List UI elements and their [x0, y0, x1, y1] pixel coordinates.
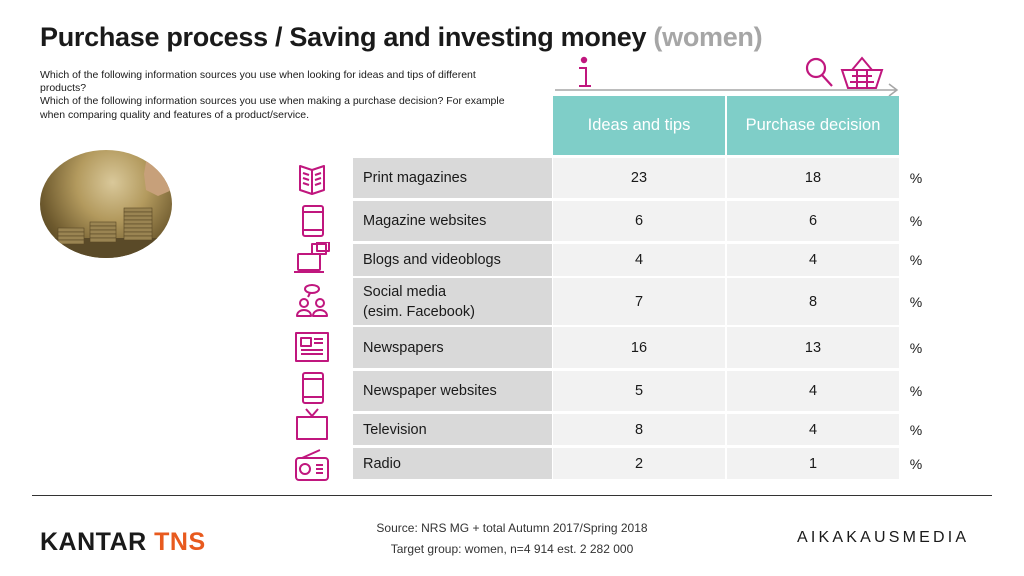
- value-decision: 13: [727, 327, 899, 368]
- question-line-1: Which of the following information sourc…: [40, 69, 476, 95]
- value-decision: 8: [727, 278, 899, 325]
- value-ideas: 6: [553, 201, 725, 241]
- unit-label: %: [909, 383, 923, 399]
- value-decision: 18: [727, 158, 899, 198]
- question-text: Which of the following information sourc…: [40, 69, 510, 122]
- unit-label: %: [909, 455, 923, 472]
- value-ideas: 16: [553, 327, 725, 368]
- header-icons: [570, 54, 890, 94]
- kantar-tns-logo: KANTAR TNS: [40, 528, 206, 556]
- value-decision: 6: [727, 201, 899, 241]
- info-icon: [579, 56, 591, 87]
- process-arrow: [553, 80, 901, 100]
- people-chat-icon: [292, 283, 332, 319]
- unit-label: %: [909, 213, 923, 229]
- unit-label: %: [909, 252, 923, 268]
- row-label: Television: [353, 414, 552, 445]
- unit-label: %: [909, 339, 923, 356]
- page-title-sub: (women): [653, 22, 763, 52]
- basket-icon: [840, 56, 884, 89]
- value-ideas: 8: [553, 414, 725, 445]
- value-decision: 4: [727, 371, 899, 411]
- magnifier-icon: [805, 57, 833, 87]
- source-note: Source: NRS MG + total Autumn 2017/Sprin…: [352, 518, 672, 560]
- aikakausmedia-logo: AIKAKAUSMEDIA: [797, 529, 970, 546]
- row-label: Newspapers: [353, 327, 552, 368]
- source-line: Source: NRS MG + total Autumn 2017/Sprin…: [376, 521, 648, 535]
- newspaper-icon: [292, 329, 332, 365]
- value-ideas: 7: [553, 278, 725, 325]
- target-group-line: Target group: women, n=4 914 est. 2 282 …: [390, 542, 634, 556]
- row-label: Magazine websites: [353, 201, 552, 241]
- value-decision: 4: [727, 244, 899, 276]
- column-header-decision: Purchase decision: [727, 96, 899, 155]
- page-title: Purchase process / Saving and investing …: [40, 22, 763, 52]
- column-header-ideas: Ideas and tips: [553, 96, 725, 155]
- tv-icon: [292, 407, 332, 443]
- value-ideas: 2: [553, 448, 725, 479]
- tablet-icon: [292, 203, 332, 239]
- value-ideas: 5: [553, 371, 725, 411]
- laptop-icon: [292, 241, 332, 278]
- unit-label: %: [909, 170, 923, 186]
- value-decision: 4: [727, 414, 899, 445]
- value-ideas: 23: [553, 158, 725, 198]
- question-line-2: Which of the following information sourc…: [40, 95, 505, 121]
- row-label: Social media (esim. Facebook): [353, 278, 552, 325]
- footer-divider: [32, 495, 992, 496]
- coins-photo: [40, 150, 172, 258]
- tablet-icon: [292, 370, 332, 406]
- row-label: Radio: [353, 448, 552, 479]
- value-ideas: 4: [553, 244, 725, 276]
- row-label: Blogs and videoblogs: [353, 244, 552, 276]
- radio-icon: [292, 448, 332, 484]
- row-label: Print magazines: [353, 158, 552, 198]
- row-label: Newspaper websites: [353, 371, 552, 411]
- unit-label: %: [909, 293, 923, 310]
- value-decision: 1: [727, 448, 899, 479]
- unit-label: %: [909, 421, 923, 438]
- magazine-icon: [292, 160, 332, 196]
